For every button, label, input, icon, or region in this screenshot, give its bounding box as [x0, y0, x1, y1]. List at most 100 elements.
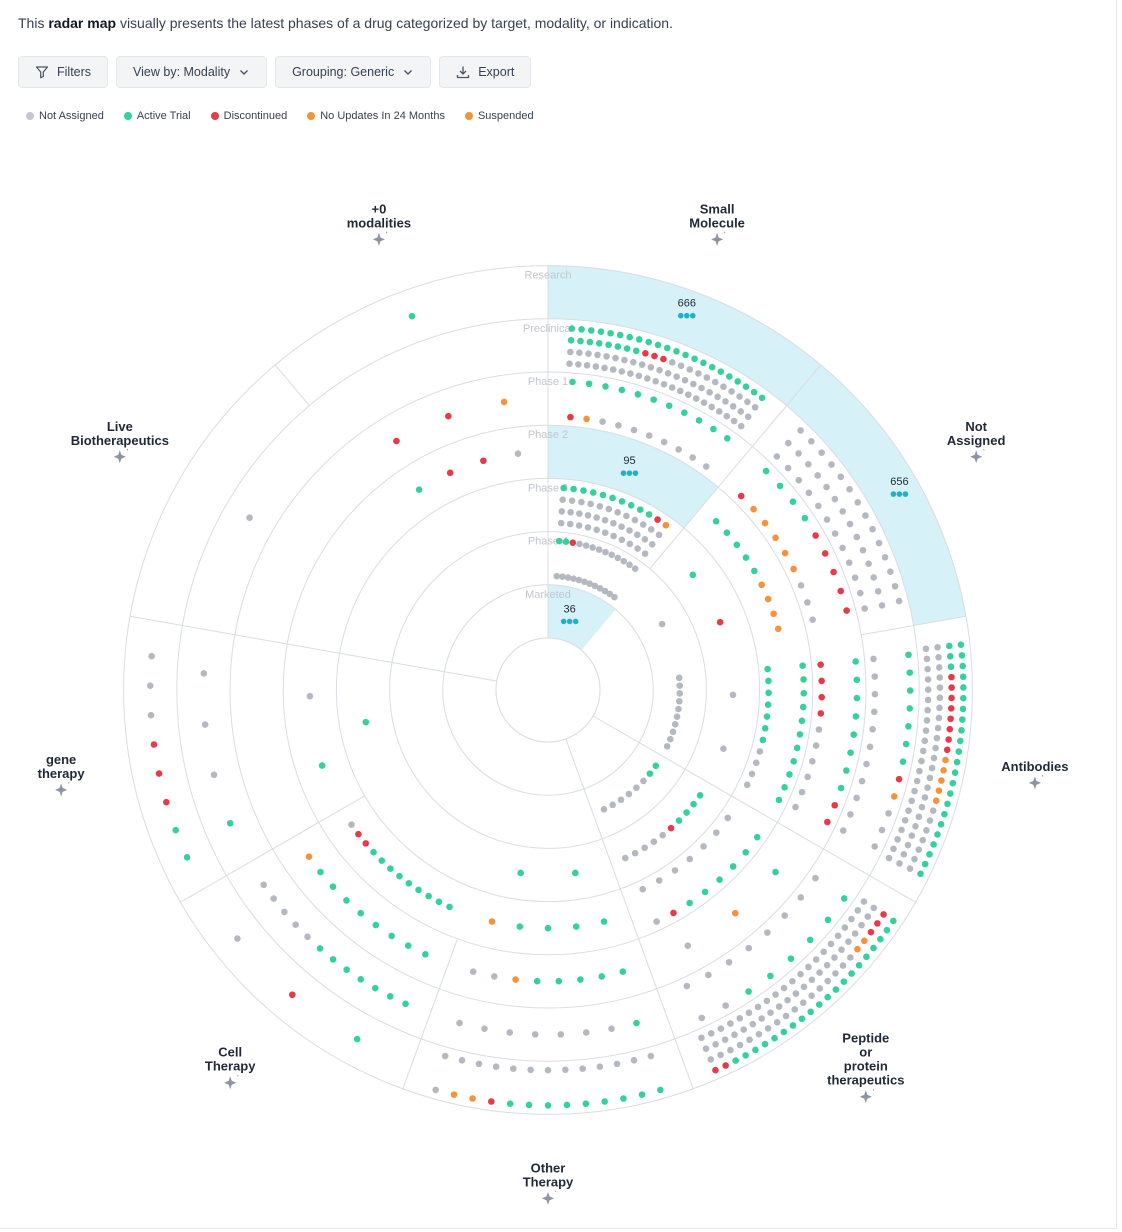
trial-dot	[582, 1029, 590, 1036]
trial-dot	[618, 536, 626, 544]
trial-dot	[675, 817, 683, 824]
trial-dot	[796, 731, 804, 738]
trial-dot	[281, 908, 288, 916]
trial-dot	[488, 918, 496, 925]
trial-dot	[576, 349, 583, 357]
cell-count-dot	[626, 470, 633, 476]
trial-dot	[598, 973, 606, 980]
trial-dot	[626, 540, 634, 548]
trial-dot	[695, 417, 703, 424]
view-by-label: View by: Modality	[133, 65, 231, 79]
legend-item-not-assigned[interactable]: Not Assigned	[26, 110, 104, 122]
trial-dot	[441, 1052, 449, 1060]
trial-dot	[723, 529, 731, 536]
trial-dot	[596, 585, 604, 592]
highlight-cell	[786, 364, 966, 626]
sparkle-icon	[872, 1088, 875, 1091]
trial-dot	[824, 818, 831, 826]
trial-dot	[874, 588, 882, 595]
trial-dot	[729, 863, 737, 870]
trial-dot	[948, 684, 955, 691]
legend-item-no-updates[interactable]: No Updates In 24 Months	[307, 110, 445, 122]
trial-dot	[626, 561, 633, 569]
trial-dot	[690, 380, 697, 388]
trial-dot	[614, 509, 621, 516]
trial-dot	[456, 1019, 463, 1027]
trial-dot	[609, 366, 617, 373]
trial-dot	[630, 426, 638, 434]
trial-dot	[808, 976, 816, 984]
trial-dot	[878, 826, 886, 834]
trial-dot	[480, 457, 487, 465]
trial-dot	[575, 576, 583, 584]
trial-dot	[881, 553, 889, 561]
trial-dot	[616, 331, 624, 339]
trial-dot	[147, 711, 155, 719]
trial-dot	[533, 977, 541, 985]
trial-dot	[446, 469, 454, 477]
sparkle-icon	[237, 1074, 239, 1077]
grouping-dropdown[interactable]: Grouping: Generic	[275, 56, 432, 88]
sparkle-icon	[224, 1076, 237, 1090]
trial-dot	[780, 984, 788, 992]
export-button[interactable]: Export	[439, 56, 532, 88]
trial-dot	[623, 512, 630, 520]
trial-dot	[924, 706, 931, 714]
trial-dot	[639, 885, 647, 893]
sparkle-icon	[555, 1190, 557, 1193]
trial-dot	[210, 771, 218, 779]
trial-dot	[645, 511, 653, 518]
sector-divider	[649, 364, 822, 569]
trial-dot	[601, 364, 608, 372]
ring-label: Phase 1	[528, 376, 568, 388]
cell-count-label: 666	[678, 298, 696, 310]
trial-dot	[712, 829, 720, 836]
sector-label: gene	[46, 752, 76, 767]
trial-dot	[904, 841, 912, 849]
trial-dot	[787, 955, 795, 962]
legend-item-discontinued[interactable]: Discontinued	[210, 110, 287, 122]
trial-dot	[917, 870, 924, 878]
trial-dot	[700, 359, 707, 367]
cell-count-dot	[683, 312, 690, 319]
view-by-dropdown[interactable]: View by: Modality	[116, 56, 268, 88]
trial-dot	[804, 599, 811, 606]
trial-dot	[650, 838, 658, 846]
trial-dot	[863, 953, 870, 961]
filters-button[interactable]: Filters	[18, 56, 109, 88]
trial-dot	[846, 520, 854, 528]
intro-text: This radar map visually presents the lat…	[18, 15, 673, 31]
trial-dot	[837, 784, 845, 792]
trial-dot	[404, 942, 412, 949]
trial-dot	[916, 767, 923, 775]
trial-dot	[724, 814, 732, 822]
legend-item-suspended[interactable]: Suspended	[464, 110, 534, 122]
trial-dot	[906, 705, 914, 712]
trial-dot	[818, 677, 825, 685]
trial-dot	[595, 340, 603, 347]
trial-dot	[490, 973, 498, 980]
trial-dot	[610, 532, 617, 540]
trial-dot	[742, 848, 750, 856]
trial-dot	[606, 590, 614, 598]
trial-dot	[869, 726, 876, 733]
trial-dot	[764, 929, 771, 936]
trial-dot	[885, 810, 892, 817]
trial-dot	[781, 784, 788, 791]
trial-dot	[432, 1086, 439, 1094]
trial-dot	[828, 461, 835, 468]
chevron-down-icon	[404, 70, 413, 75]
trial-dot	[686, 366, 694, 373]
legend-item-active-trial[interactable]: Active Trial	[123, 110, 191, 122]
trial-dot	[415, 886, 422, 894]
trial-dot	[812, 956, 820, 963]
trial-dot	[847, 954, 854, 961]
cell-count-dot	[632, 470, 639, 476]
trial-dot	[923, 827, 930, 834]
trial-dot	[662, 521, 670, 529]
trial-dot	[673, 713, 681, 721]
trial-dot	[798, 788, 806, 796]
trial-dot	[601, 516, 609, 524]
sparkle-icon	[372, 232, 385, 246]
